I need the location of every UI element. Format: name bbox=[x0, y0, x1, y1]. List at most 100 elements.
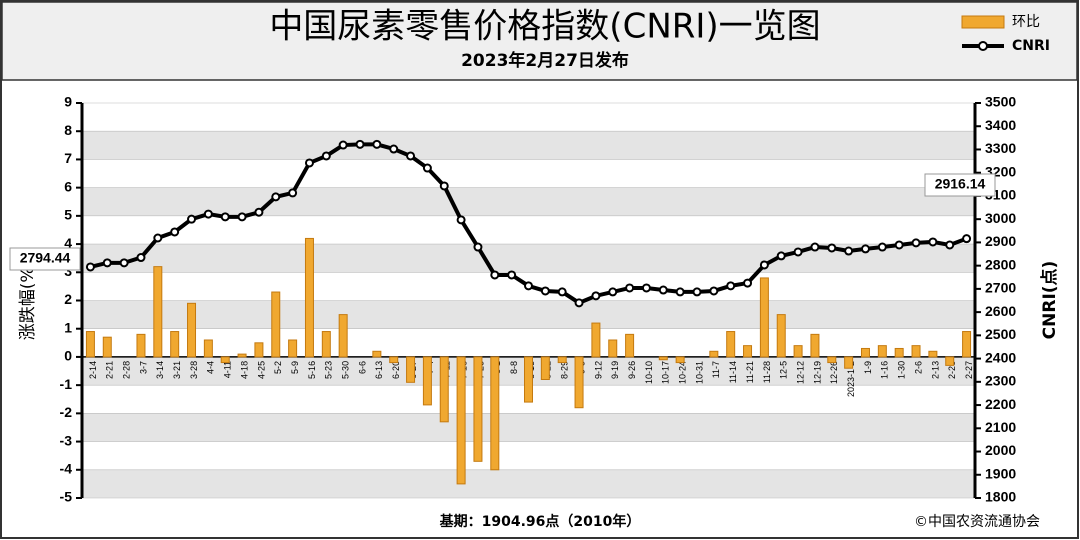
y-tick-label: -2 bbox=[60, 404, 73, 420]
bar bbox=[962, 331, 972, 358]
bar bbox=[860, 347, 870, 358]
legend-label: 环比 bbox=[1012, 14, 1040, 30]
x-tick-label: 1-30 bbox=[897, 361, 907, 379]
bar bbox=[928, 350, 938, 358]
y2-tick-label: 1900 bbox=[985, 465, 1016, 481]
x-tick-label: 2-13 bbox=[930, 361, 940, 379]
y-tick-label: 7 bbox=[64, 150, 72, 166]
x-tick-label: 6-20 bbox=[391, 361, 401, 379]
y2-tick-label: 3000 bbox=[985, 210, 1016, 226]
chart-title: 中国尿素零售价格指数(CNRI)一览图 bbox=[269, 7, 820, 47]
bar bbox=[406, 356, 416, 383]
x-tick-label: 1-9 bbox=[863, 361, 873, 374]
point bbox=[776, 251, 786, 261]
x-tick-label: 10-31 bbox=[694, 361, 704, 384]
point bbox=[406, 151, 416, 161]
y2-axis-title: CNRI(点) bbox=[1039, 261, 1060, 340]
bar bbox=[894, 347, 904, 358]
y2-tick-label: 2700 bbox=[985, 280, 1016, 296]
footer-note: 基期：1904.96点（2010年） bbox=[440, 513, 641, 530]
bar bbox=[102, 336, 112, 358]
point bbox=[625, 283, 635, 293]
point bbox=[911, 238, 921, 248]
point bbox=[894, 240, 904, 250]
bar bbox=[675, 356, 685, 364]
point bbox=[844, 246, 854, 256]
bar bbox=[793, 345, 803, 358]
bar bbox=[945, 356, 955, 366]
y2-tick-label: 2600 bbox=[985, 303, 1016, 319]
point bbox=[254, 207, 264, 217]
point bbox=[945, 240, 955, 250]
y-tick-label: -3 bbox=[60, 432, 73, 448]
point bbox=[170, 227, 180, 237]
x-tick-label: 2-27 bbox=[964, 361, 974, 379]
x-tick-label: 5-23 bbox=[324, 361, 334, 379]
x-tick-label: 2-20 bbox=[947, 361, 957, 379]
x-tick-label: 4-4 bbox=[206, 361, 216, 374]
x-tick-label: 4-18 bbox=[239, 361, 249, 379]
value-label-box bbox=[924, 173, 996, 197]
x-tick-label: 9-19 bbox=[610, 361, 620, 379]
bar bbox=[271, 291, 281, 358]
y-tick-label: 9 bbox=[64, 94, 72, 110]
x-tick-label: 4-11 bbox=[223, 361, 233, 378]
bar bbox=[304, 237, 314, 358]
bar bbox=[540, 356, 550, 380]
bar bbox=[439, 356, 449, 423]
x-tick-label: 5-30 bbox=[341, 361, 351, 379]
point bbox=[962, 234, 972, 244]
bar bbox=[490, 356, 500, 471]
y-tick-label: 6 bbox=[64, 178, 72, 194]
legend-marker bbox=[978, 41, 988, 51]
bar bbox=[220, 356, 230, 364]
bar bbox=[456, 356, 466, 485]
bar bbox=[877, 345, 887, 358]
bar bbox=[422, 356, 432, 406]
bar bbox=[153, 266, 163, 358]
y2-tick-label: 2800 bbox=[985, 256, 1016, 272]
x-tick-label: 6-6 bbox=[357, 361, 367, 374]
point bbox=[220, 212, 230, 222]
point bbox=[153, 233, 163, 243]
point bbox=[524, 281, 533, 291]
y-tick-label: 4 bbox=[64, 235, 72, 251]
point bbox=[473, 242, 483, 252]
y2-tick-label: 1800 bbox=[985, 489, 1016, 505]
point bbox=[574, 298, 584, 308]
point bbox=[439, 181, 449, 191]
y-tick-label: -5 bbox=[60, 489, 73, 505]
point bbox=[507, 270, 517, 280]
x-tick-label: 5-16 bbox=[307, 361, 317, 379]
point bbox=[877, 242, 887, 252]
point bbox=[759, 260, 769, 270]
x-tick-label: 4-25 bbox=[256, 361, 266, 379]
bar bbox=[776, 314, 786, 358]
x-tick-label: 3-28 bbox=[189, 361, 199, 379]
bar bbox=[338, 314, 348, 358]
y-tick-label: -4 bbox=[60, 460, 73, 476]
point bbox=[304, 158, 314, 168]
value-label: 2794.44 bbox=[20, 250, 71, 266]
y2-tick-label: 2100 bbox=[985, 419, 1016, 435]
point bbox=[709, 286, 719, 296]
bar bbox=[810, 333, 820, 358]
x-tick-label: 8-8 bbox=[509, 361, 519, 374]
bar bbox=[658, 356, 668, 361]
y-tick-label: 5 bbox=[64, 207, 72, 223]
bar bbox=[625, 333, 635, 358]
point bbox=[372, 139, 382, 149]
bar bbox=[237, 353, 247, 358]
point bbox=[726, 281, 736, 291]
bar bbox=[827, 356, 837, 364]
x-tick-label: 11-14 bbox=[728, 361, 738, 383]
bar bbox=[709, 350, 719, 358]
x-tick-label: 2-28 bbox=[121, 361, 131, 379]
point bbox=[355, 139, 365, 149]
x-tick-label: 1-16 bbox=[880, 361, 890, 379]
grid-band bbox=[82, 469, 975, 498]
point bbox=[928, 237, 938, 247]
bar bbox=[288, 339, 298, 358]
bar bbox=[574, 356, 584, 409]
